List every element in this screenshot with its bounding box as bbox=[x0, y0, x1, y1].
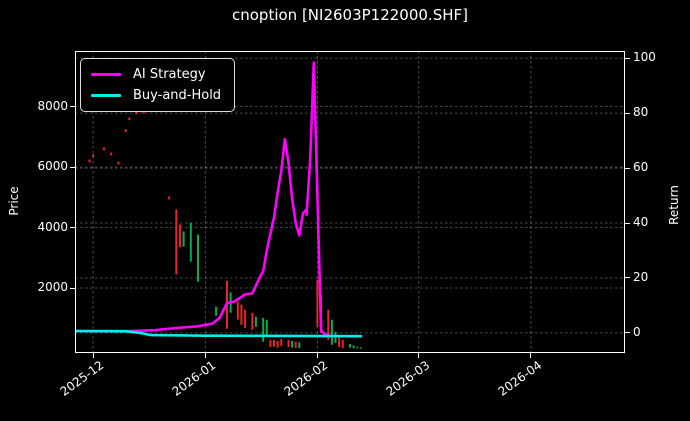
legend-item: AI Strategy bbox=[91, 64, 221, 85]
plot-border bbox=[75, 51, 625, 353]
x-tick bbox=[92, 353, 94, 358]
y-tick-label-right: 60 bbox=[633, 160, 649, 175]
y-tick-left bbox=[70, 227, 75, 229]
legend-label: AI Strategy bbox=[133, 67, 206, 82]
y-tick-label-right: 80 bbox=[633, 105, 649, 120]
chart-title: cnoption [NI2603P122000.SHF] bbox=[232, 6, 468, 24]
y-tick-label-left: 4000 bbox=[37, 219, 68, 234]
x-tick-label: 2025-12 bbox=[57, 358, 107, 399]
x-tick bbox=[418, 353, 420, 358]
x-tick bbox=[316, 353, 318, 358]
x-tick-label: 2026-03 bbox=[383, 358, 432, 399]
y-tick-right bbox=[625, 57, 630, 59]
legend-label: Buy-and-Hold bbox=[133, 88, 222, 103]
y-tick-label-left: 6000 bbox=[37, 159, 68, 174]
x-tick-label: 2026-01 bbox=[169, 358, 219, 399]
x-tick-label: 2026-04 bbox=[495, 358, 545, 399]
y-tick-left bbox=[70, 287, 75, 289]
legend: AI Strategy Buy-and-Hold bbox=[80, 58, 236, 112]
y-tick-right bbox=[625, 167, 630, 169]
legend-swatch-icon bbox=[91, 94, 121, 97]
legend-swatch-icon bbox=[91, 73, 121, 76]
y-tick-label-left: 2000 bbox=[37, 280, 68, 294]
y-tick-right bbox=[625, 222, 630, 224]
y-tick-left bbox=[70, 166, 75, 168]
y-tick-label-right: 20 bbox=[633, 269, 649, 284]
y-tick-label-right: 0 bbox=[633, 324, 641, 339]
series-line-buy-and-hold bbox=[75, 329, 363, 338]
left-axis-title: Price bbox=[7, 186, 21, 216]
y-tick-right bbox=[625, 332, 630, 334]
x-tick bbox=[204, 353, 206, 358]
y-tick-label-right: 40 bbox=[633, 215, 649, 230]
series-line-ai-strategy bbox=[75, 61, 330, 337]
y-tick-label-left: 8000 bbox=[37, 98, 68, 113]
y-tick-right bbox=[625, 277, 630, 279]
y-tick-left bbox=[70, 106, 75, 108]
y-tick-right bbox=[625, 112, 630, 114]
x-tick bbox=[530, 353, 532, 358]
x-tick-label: 2026-02 bbox=[281, 358, 331, 399]
legend-item: Buy-and-Hold bbox=[91, 85, 221, 106]
y-tick-label-right: 100 bbox=[633, 50, 656, 65]
right-axis-title: Return bbox=[667, 185, 681, 225]
